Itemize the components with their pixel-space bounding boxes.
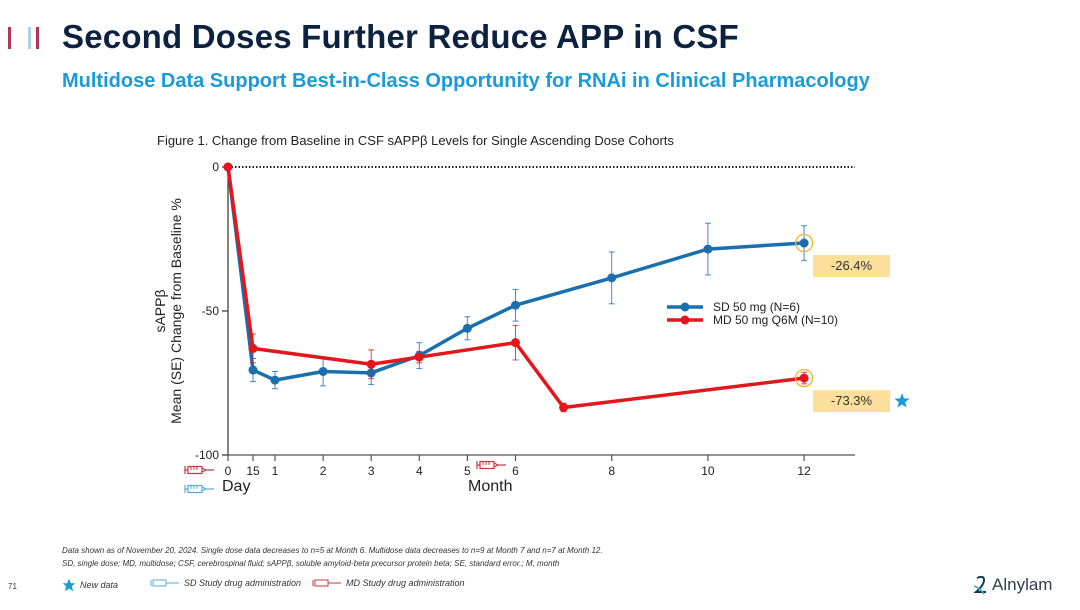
x-tick-label: 15 — [246, 464, 260, 478]
star-icon — [62, 578, 76, 592]
data-point — [462, 323, 472, 333]
legend-new-data: New data — [62, 578, 118, 592]
accent-bar — [28, 27, 31, 49]
data-point — [703, 244, 713, 254]
data-point — [511, 338, 520, 348]
series-line-sd — [226, 166, 805, 382]
x-tick-label: 12 — [797, 464, 811, 478]
callout-box — [813, 255, 890, 278]
y-axis-label: Mean (SE) Change from Baseline % — [168, 198, 184, 424]
legend-md-administration: MD Study drug administration — [312, 578, 465, 588]
callout-value: -26.4% — [831, 258, 873, 273]
callout-box — [813, 390, 890, 413]
y-tick-label: 0 — [212, 160, 219, 174]
data-point — [318, 366, 328, 376]
footnote-data-cutoff: Data shown as of November 20, 2024. Sing… — [62, 546, 603, 555]
new-data-star-icon — [894, 393, 910, 408]
x-axis-label-day: Day — [222, 478, 250, 495]
highlight-ring — [794, 368, 814, 388]
syringe-tip — [493, 462, 500, 468]
syringe-icon-md-day0 — [184, 465, 214, 475]
logo-text: Alnylam — [992, 575, 1053, 594]
syringe-icon-md — [312, 579, 341, 587]
legend-marker — [680, 302, 690, 312]
data-point — [607, 273, 617, 283]
x-tick-label: 4 — [416, 464, 423, 478]
callout-value: -73.3% — [831, 393, 873, 408]
syringe-barrel — [187, 465, 203, 475]
page-subtitle: Multidose Data Support Best-in-Class Opp… — [62, 70, 870, 92]
accent-bar — [36, 27, 39, 49]
syringe-barrel — [479, 460, 495, 470]
y-tick-label: -50 — [202, 304, 220, 318]
legend-label: SD 50 mg (N=6) — [713, 300, 800, 314]
x-axis-label-month: Month — [468, 478, 512, 495]
y-tick-label: -100 — [195, 448, 219, 462]
alnylam-logo: Alnylam — [972, 574, 1052, 596]
data-point — [559, 402, 569, 412]
x-tick-label: 0 — [225, 464, 232, 478]
legend-md-label: MD Study drug administration — [346, 578, 465, 588]
data-point — [248, 343, 258, 353]
data-point — [270, 375, 280, 385]
logo-mark-icon — [973, 575, 986, 595]
page-number: 71 — [8, 582, 17, 591]
page-title: Second Doses Further Reduce APP in CSF — [62, 18, 739, 55]
highlight-ring — [794, 233, 814, 253]
data-point — [511, 300, 520, 310]
syringe-icon-sd-day0 — [184, 484, 214, 494]
data-point — [799, 238, 809, 248]
data-point — [248, 365, 258, 375]
x-tick-label: 8 — [608, 464, 615, 478]
syringe-icon-sd — [150, 579, 179, 587]
legend-sd-label: SD Study drug administration — [184, 578, 302, 588]
syringe-tip — [201, 486, 208, 492]
x-tick-label: 3 — [368, 464, 375, 478]
data-point — [366, 359, 376, 369]
y-axis-label-analyte: sAPPβ — [152, 289, 168, 332]
syringe-barrel — [187, 484, 203, 494]
legend-sd-administration: SD Study drug administration — [150, 578, 301, 588]
legend-label: MD 50 mg Q6M (N=10) — [713, 313, 838, 327]
data-point — [799, 373, 809, 383]
data-point — [414, 352, 424, 362]
syringe-icon-md-month6 — [476, 460, 506, 470]
legend-marker — [680, 315, 690, 325]
x-tick-label: 6 — [512, 464, 519, 478]
x-tick-label: 5 — [464, 464, 471, 478]
legend-new-data-label: New data — [80, 580, 119, 590]
figure-title: Figure 1. Change from Baseline in CSF sA… — [157, 133, 674, 148]
footnote-abbreviations: SD, single dose; MD, multidose; CSF, cer… — [62, 559, 560, 568]
accent-bar — [8, 27, 11, 49]
x-tick-label: 10 — [701, 464, 715, 478]
data-point — [223, 162, 233, 172]
x-tick-label: 1 — [272, 464, 279, 478]
x-tick-label: 2 — [320, 464, 327, 478]
syringe-tip — [201, 467, 208, 473]
